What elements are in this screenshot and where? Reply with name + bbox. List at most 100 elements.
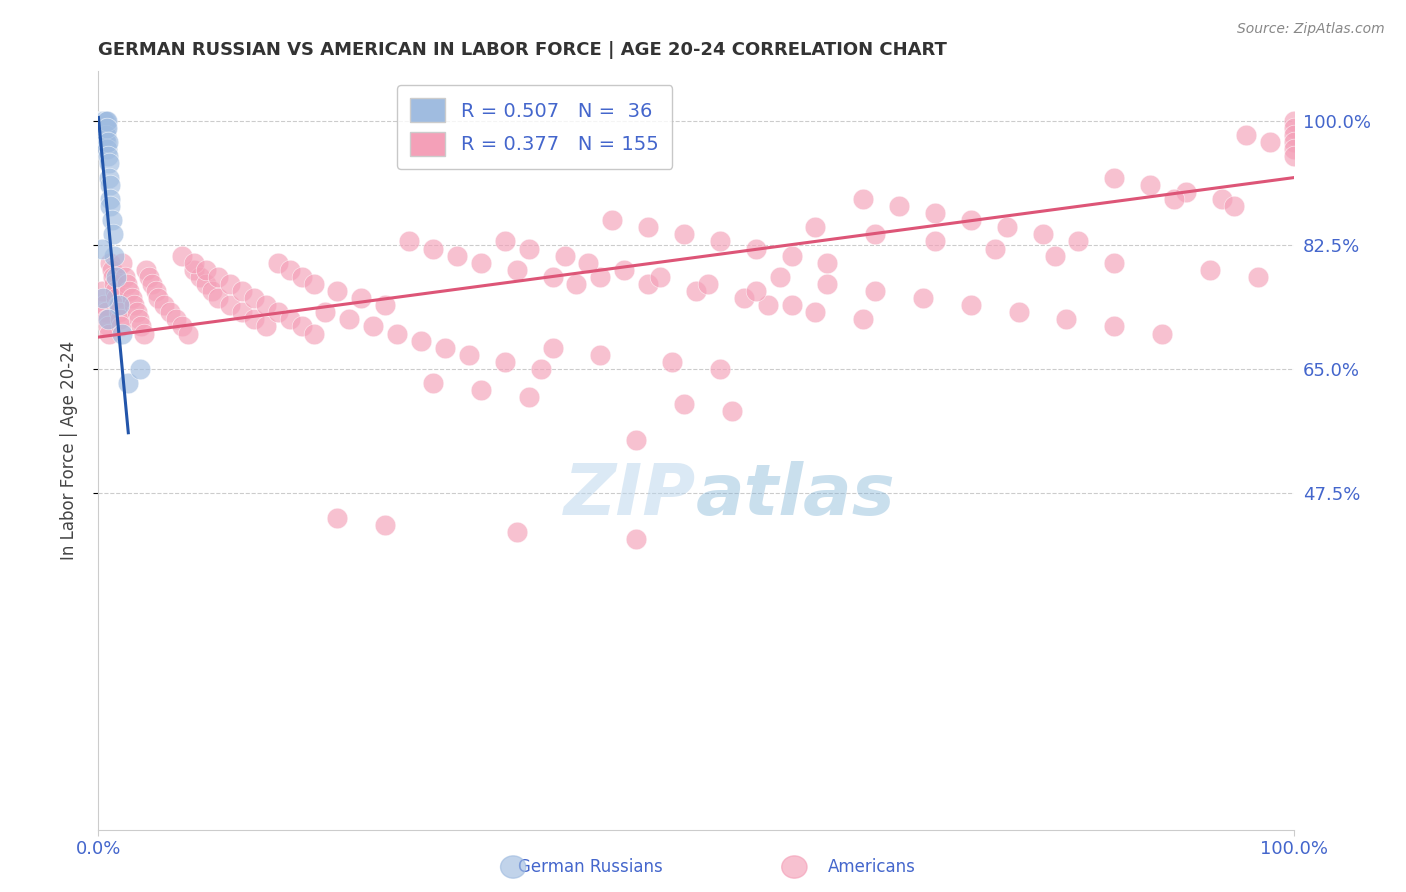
Text: German Russians: German Russians bbox=[519, 858, 662, 876]
Point bbox=[98, 192, 122, 206]
Point bbox=[339, 312, 361, 326]
Point bbox=[101, 269, 124, 284]
Point bbox=[231, 305, 253, 319]
Point bbox=[183, 262, 205, 277]
Point bbox=[195, 262, 218, 277]
Point bbox=[105, 291, 128, 305]
Point bbox=[1032, 227, 1054, 242]
Point bbox=[1043, 249, 1066, 263]
Point bbox=[326, 510, 349, 524]
Point bbox=[578, 255, 600, 269]
Point bbox=[852, 192, 875, 206]
Point bbox=[93, 114, 115, 128]
Point bbox=[165, 312, 187, 326]
Point bbox=[865, 284, 887, 298]
Point bbox=[98, 326, 121, 341]
Point bbox=[94, 305, 117, 319]
Point bbox=[183, 255, 205, 269]
Point bbox=[219, 298, 242, 312]
Point bbox=[780, 298, 803, 312]
Point bbox=[91, 291, 114, 305]
Point bbox=[804, 305, 827, 319]
Point bbox=[125, 305, 148, 319]
Point bbox=[93, 121, 115, 136]
Point bbox=[1152, 326, 1174, 341]
Point bbox=[132, 326, 155, 341]
Y-axis label: In Labor Force | Age 20-24: In Labor Force | Age 20-24 bbox=[59, 341, 77, 560]
Point bbox=[613, 262, 636, 277]
Point bbox=[517, 242, 540, 256]
Point bbox=[302, 326, 325, 341]
Point bbox=[97, 319, 120, 334]
Point bbox=[267, 255, 290, 269]
Point bbox=[104, 284, 127, 298]
Point bbox=[804, 220, 827, 235]
Point bbox=[195, 277, 218, 291]
Point bbox=[924, 235, 946, 249]
Point bbox=[110, 319, 132, 334]
Point bbox=[97, 312, 120, 326]
Point bbox=[98, 255, 122, 269]
Point bbox=[602, 213, 624, 227]
Point bbox=[91, 114, 114, 128]
Point bbox=[1282, 121, 1305, 136]
Text: ZIP: ZIP bbox=[564, 461, 696, 531]
Point bbox=[207, 269, 229, 284]
Point bbox=[756, 298, 779, 312]
Point bbox=[398, 235, 420, 249]
Point bbox=[103, 249, 125, 263]
Point bbox=[1282, 135, 1305, 149]
Point bbox=[201, 284, 224, 298]
Point bbox=[98, 199, 122, 213]
Point bbox=[108, 312, 131, 326]
Point bbox=[107, 305, 129, 319]
Point bbox=[326, 284, 349, 298]
Point bbox=[506, 524, 529, 539]
Point bbox=[148, 291, 170, 305]
Point bbox=[145, 284, 167, 298]
Point bbox=[97, 149, 120, 163]
Point bbox=[97, 135, 120, 149]
Point bbox=[111, 326, 134, 341]
Point bbox=[94, 114, 117, 128]
Point bbox=[138, 269, 160, 284]
Point bbox=[589, 269, 612, 284]
Point bbox=[721, 404, 744, 418]
Point bbox=[517, 390, 540, 404]
Point bbox=[541, 341, 564, 355]
Point bbox=[243, 291, 266, 305]
Point bbox=[172, 249, 194, 263]
Point bbox=[924, 206, 946, 220]
Point bbox=[626, 532, 648, 546]
Point bbox=[709, 235, 731, 249]
Point bbox=[458, 348, 481, 362]
Point bbox=[422, 376, 444, 391]
Point bbox=[114, 269, 136, 284]
Point bbox=[1211, 192, 1233, 206]
Point bbox=[93, 298, 115, 312]
Point bbox=[768, 269, 790, 284]
Point bbox=[494, 355, 516, 369]
Point bbox=[91, 114, 114, 128]
Point bbox=[278, 262, 301, 277]
Point bbox=[637, 277, 659, 291]
Point bbox=[96, 312, 118, 326]
Point bbox=[93, 128, 115, 142]
Point bbox=[1258, 135, 1281, 149]
Point bbox=[96, 121, 118, 136]
Point bbox=[911, 291, 934, 305]
Point bbox=[350, 291, 373, 305]
Point bbox=[91, 114, 114, 128]
Point bbox=[94, 135, 117, 149]
Point bbox=[96, 114, 118, 128]
Point bbox=[101, 227, 124, 242]
Point bbox=[745, 242, 768, 256]
Point bbox=[733, 291, 755, 305]
Point bbox=[589, 348, 612, 362]
Point bbox=[780, 249, 803, 263]
Point bbox=[565, 277, 588, 291]
Point bbox=[673, 397, 696, 411]
Point bbox=[98, 178, 122, 192]
Point bbox=[434, 341, 457, 355]
Point bbox=[637, 220, 659, 235]
